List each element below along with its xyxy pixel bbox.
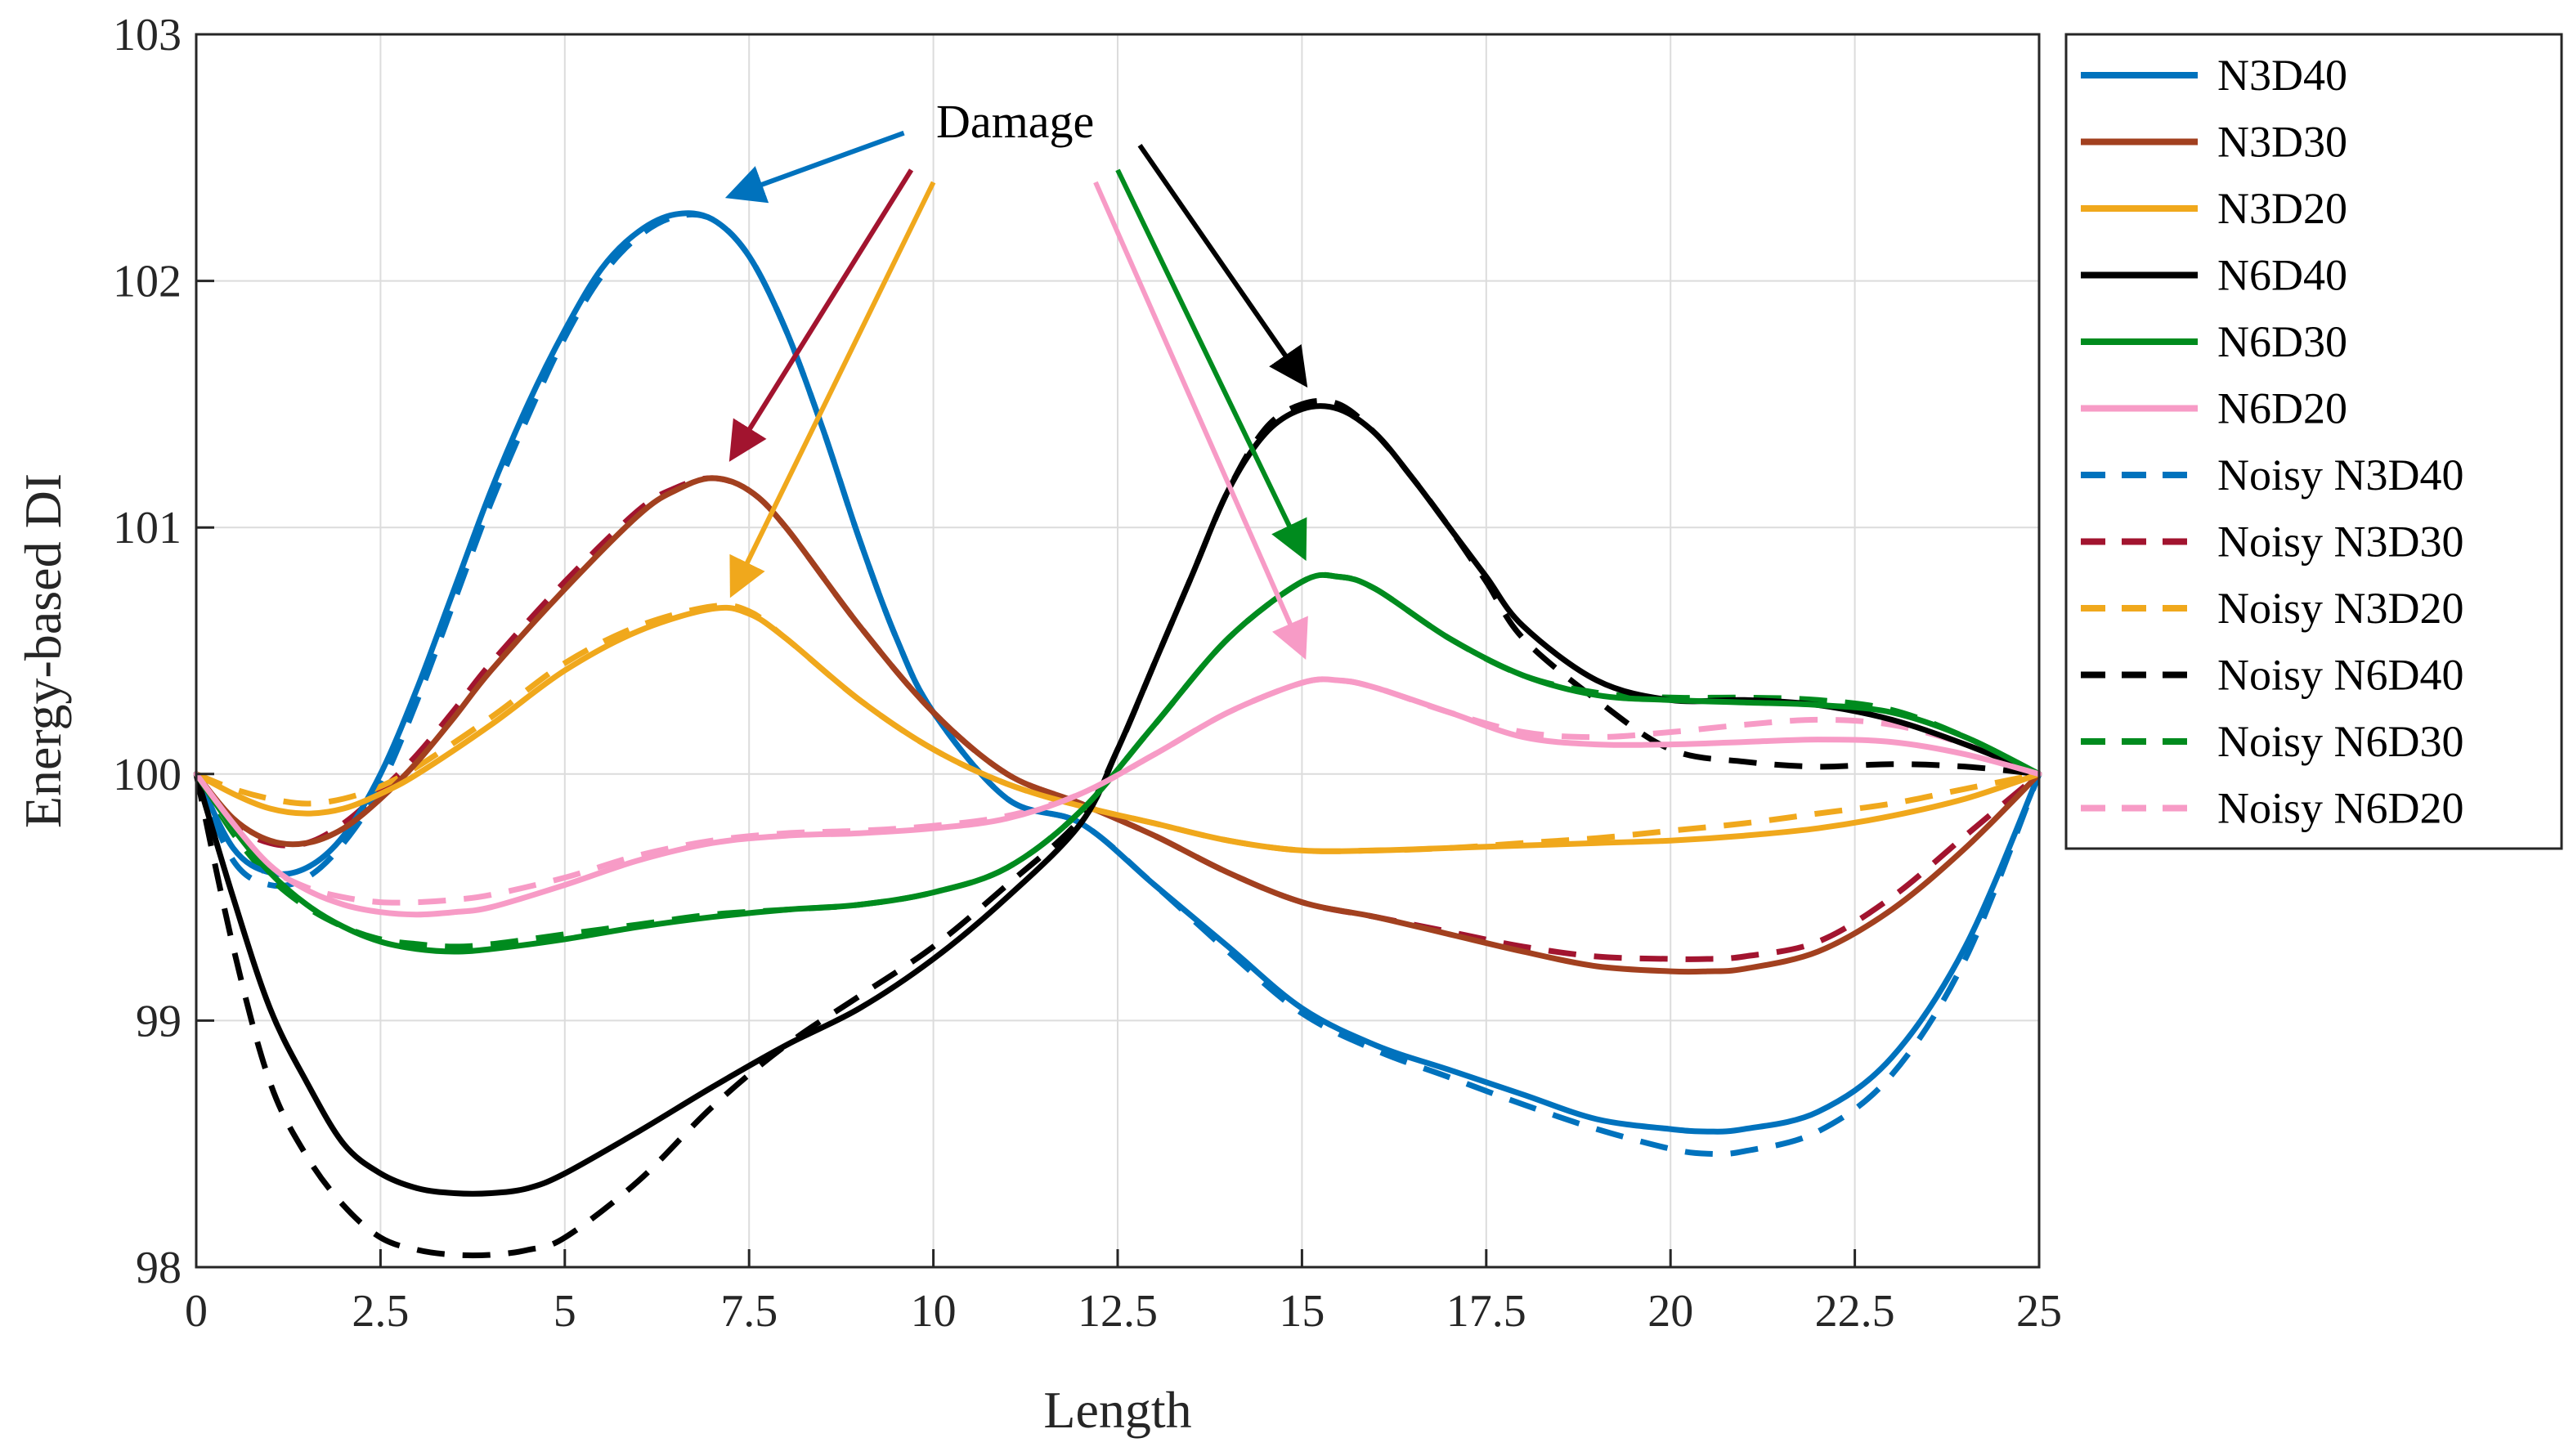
legend-box <box>2064 33 2563 850</box>
legend-label-n6d40: N6D40 <box>2217 251 2347 300</box>
y-tick-label: 98 <box>136 1243 182 1293</box>
x-tick-label: 20 <box>1647 1286 1693 1337</box>
damage-arrow <box>728 168 914 462</box>
annotation-label: Damage <box>936 95 1094 148</box>
x-tick-label: 12.5 <box>1078 1286 1158 1337</box>
x-tick-label: 10 <box>911 1286 957 1337</box>
x-tick-label: 22.5 <box>1815 1286 1895 1337</box>
y-tick-label: 100 <box>113 750 182 800</box>
damage-arrow <box>1137 144 1308 388</box>
x-tick-label: 0 <box>185 1286 208 1337</box>
series-line-n6d30 <box>193 571 2042 955</box>
x-tick-label: 17.5 <box>1446 1286 1526 1337</box>
legend-label-noisy-n6d30: Noisy N6D30 <box>2217 717 2464 766</box>
y-tick-label: 103 <box>113 10 182 60</box>
y-axis-label: Energy-based DI <box>14 473 72 828</box>
legend-label-noisy-n6d40: Noisy N6D40 <box>2217 651 2464 700</box>
legend-label-noisy-n6d20: Noisy N6D20 <box>2217 784 2464 833</box>
y-tick-label: 99 <box>136 996 182 1046</box>
legend-label-n6d30: N6D30 <box>2217 317 2347 366</box>
x-tick-label: 2.5 <box>352 1286 409 1337</box>
series-line-n6d20 <box>193 676 2042 918</box>
y-tick-label: 101 <box>113 503 182 553</box>
legend-label-n6d20: N6D20 <box>2217 384 2347 433</box>
x-tick-label: 15 <box>1279 1286 1325 1337</box>
series-line-n3d30 <box>193 475 2042 975</box>
legend-label-n3d30: N3D30 <box>2217 118 2347 167</box>
x-axis-label: Length <box>1043 1381 1191 1439</box>
legend-label-n3d40: N3D40 <box>2217 51 2347 100</box>
series-group <box>193 210 2042 1259</box>
damage-arrow <box>1093 181 1308 660</box>
x-tick-label: 25 <box>2016 1286 2062 1337</box>
legend-label-noisy-n3d40: Noisy N3D40 <box>2217 450 2464 500</box>
legend: N3D40 N3D30 N3D20 N6D40 N6D30 N6D20 Noisy N3D4… <box>2064 33 2563 850</box>
series-line-n3d20 <box>193 604 2042 854</box>
damage-arrow <box>724 130 905 204</box>
y-tick-label: 102 <box>113 257 182 307</box>
legend-label-n3d20: N3D20 <box>2217 184 2347 233</box>
legend-label-noisy-n3d20: Noisy N3D20 <box>2217 584 2464 633</box>
legend-label-noisy-n3d30: Noisy N3D30 <box>2217 517 2464 567</box>
series-line-n6d40 <box>193 403 2042 1197</box>
annotation: Damage <box>724 95 1308 660</box>
ticks: 0 2.5 5 7.5 10 12.5 15 17.5 20 22.5 25 98 99 100 101 10… <box>113 10 2062 1337</box>
series-line-n3d40 <box>193 210 2042 1135</box>
x-tick-label: 5 <box>554 1286 576 1337</box>
x-tick-label: 7.5 <box>720 1286 778 1337</box>
damage-arrow <box>729 181 936 598</box>
damage-arrow <box>1115 168 1307 562</box>
